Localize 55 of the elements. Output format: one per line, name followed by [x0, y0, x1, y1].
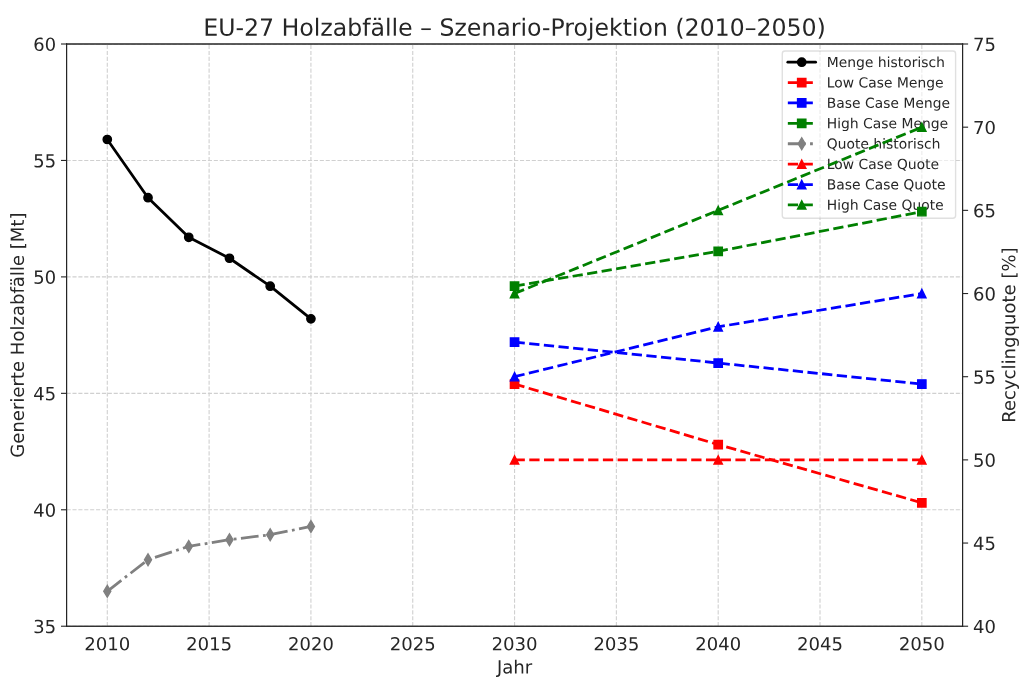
y2-tick-label: 45: [973, 536, 995, 551]
y2-tick-label: 70: [974, 120, 995, 135]
point: [509, 281, 520, 292]
point: [265, 281, 276, 292]
point: [509, 455, 520, 465]
y-tick-label: 50: [34, 270, 55, 285]
point: [916, 288, 927, 299]
point: [916, 497, 927, 508]
x-tick-label: 2035: [594, 636, 638, 651]
point: [713, 246, 724, 257]
x-tick-label: 2040: [696, 636, 740, 651]
x-tick-label: 2015: [187, 636, 231, 651]
y2-tick-label: 60: [974, 286, 995, 301]
y2-tick-label: 55: [974, 370, 995, 384]
y2-axis-title: Recyclingquote [%]: [1001, 248, 1019, 422]
y-tick-label: 40: [34, 503, 55, 517]
y-tick-label: 55: [34, 154, 55, 168]
y2-tick-label: 75: [974, 37, 995, 52]
point: [713, 455, 724, 465]
x-tick-label: 2020: [289, 636, 333, 651]
legend-label: Base Case Menge: [828, 97, 950, 111]
point: [713, 205, 724, 216]
point: [713, 358, 724, 368]
point: [713, 439, 724, 450]
point: [713, 321, 724, 332]
x-tick-label: 2010: [85, 636, 130, 651]
y-axis-title: Generierte Holzabfälle [Mt]: [10, 214, 27, 457]
point: [509, 371, 520, 382]
legend-label: Base Case Quote: [828, 179, 945, 192]
point: [916, 379, 927, 389]
legend-label: Low Case Menge: [828, 77, 943, 91]
legend-label: Menge historisch: [828, 56, 944, 70]
chart-title: EU-27 Holzabfälle – Szenario-Projektion (2010–2050): [205, 17, 824, 41]
point: [143, 553, 153, 567]
y2-tick-label: 50: [974, 453, 995, 467]
point: [306, 313, 316, 324]
point: [265, 528, 275, 542]
x-tick-label: 2025: [391, 636, 435, 651]
y2-tick-label: 65: [974, 203, 995, 218]
point: [183, 232, 194, 243]
y-tick-label: 45: [34, 387, 55, 401]
x-axis-title: Jahr: [496, 659, 533, 677]
x-tick-label: 2030: [492, 636, 537, 651]
y2-tick-label: 40: [973, 619, 995, 634]
point: [509, 337, 520, 347]
legend-label: Low Case Quote: [828, 158, 939, 171]
y-tick-label: 60: [34, 37, 55, 52]
point: [916, 455, 927, 465]
x-tick-label: 2045: [798, 636, 842, 651]
x-tick-label: 2050: [900, 636, 944, 651]
y-tick-label: 35: [34, 619, 55, 634]
point: [224, 253, 235, 264]
legend-label: High Case Menge: [828, 117, 948, 132]
point: [143, 192, 153, 203]
point: [102, 134, 113, 145]
